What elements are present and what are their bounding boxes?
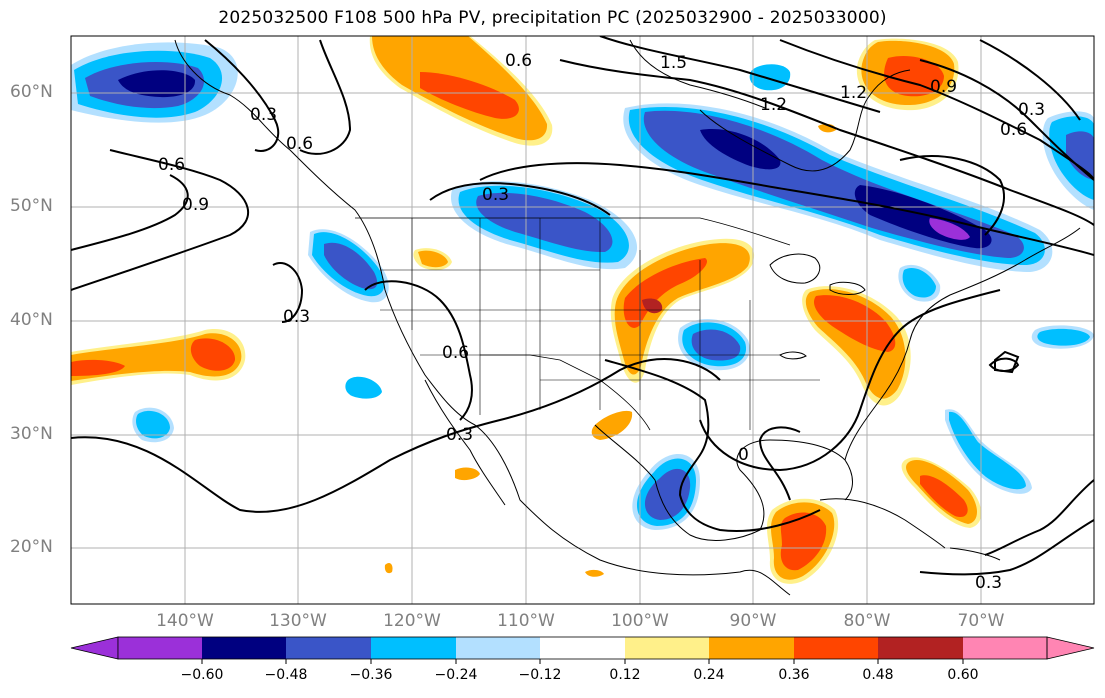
contour-label: 0.9 — [930, 77, 957, 97]
colorbar-tick-label: −0.60 — [180, 667, 224, 683]
lon-label: 120°W — [383, 611, 441, 631]
lon-label: 70°W — [957, 611, 1005, 631]
colorbar — [70, 636, 1095, 664]
contour-label: 0.3 — [1018, 100, 1045, 120]
colorbar-tick-label: −0.12 — [518, 667, 562, 683]
graticule — [71, 36, 1094, 604]
lon-label: 130°W — [269, 611, 327, 631]
pv-contours — [71, 36, 1094, 576]
colorbar-tick-label: 0.48 — [862, 667, 894, 683]
negative-shading — [71, 42, 1094, 530]
colorbar-tick-label: 0.36 — [778, 667, 810, 683]
contour-label: 0.3 — [482, 185, 509, 205]
lat-label: 30°N — [10, 424, 53, 444]
contour-label: 1.2 — [840, 83, 867, 103]
colorbar-tick-label: 0.24 — [693, 667, 725, 683]
contour-label: 0.3 — [975, 573, 1002, 593]
lon-label: 110°W — [497, 611, 555, 631]
colorbar-tick-label: 0.12 — [609, 667, 641, 683]
positive-shading — [71, 36, 982, 584]
colorbar-tick-label: −0.24 — [434, 667, 478, 683]
contour-label: 0.6 — [158, 155, 185, 175]
lat-label: 20°N — [10, 537, 53, 557]
contour-label: 1.5 — [660, 53, 687, 73]
lon-label: 80°W — [843, 611, 891, 631]
colorbar-tick-label: −0.48 — [264, 667, 308, 683]
lat-label: 50°N — [10, 196, 53, 216]
colorbar-tick-label: −0.36 — [349, 667, 393, 683]
map-frame — [70, 35, 1095, 605]
colorbar-tick-label: 0.60 — [947, 667, 979, 683]
contour-label: 0 — [738, 445, 749, 465]
lon-label: 100°W — [611, 611, 669, 631]
contour-label: 0.6 — [505, 51, 532, 71]
contour-label: 0.3 — [250, 105, 277, 125]
contour-label: 1.2 — [760, 95, 787, 115]
chart-title: 2025032500 F108 500 hPa PV, precipitatio… — [218, 8, 887, 28]
contour-label: 0.3 — [446, 425, 473, 445]
contour-label: 0.6 — [442, 343, 469, 363]
lon-label: 90°W — [729, 611, 777, 631]
contour-label: 0.6 — [1000, 120, 1027, 140]
coastlines — [174, 39, 1081, 596]
lat-label: 40°N — [10, 310, 53, 330]
lat-label: 60°N — [10, 82, 53, 102]
contour-label: 0.6 — [286, 134, 313, 154]
contour-label: 0.3 — [283, 307, 310, 327]
contour-label: 0.9 — [182, 195, 209, 215]
lon-label: 140°W — [156, 611, 214, 631]
